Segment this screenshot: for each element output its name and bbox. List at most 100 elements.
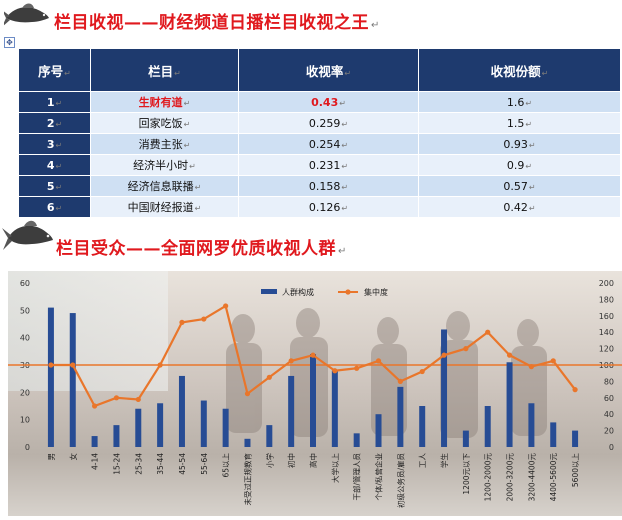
category-label: 65以上 — [222, 453, 231, 478]
category-label: 工人 — [418, 453, 427, 468]
left-axis-tick-label: 60 — [20, 279, 30, 288]
bar — [484, 406, 491, 447]
row-rating: 0.259↵ — [238, 112, 419, 134]
header-share: 收视份额↵ — [418, 48, 621, 92]
line-point — [244, 391, 251, 397]
row-share: 0.93↵ — [418, 133, 621, 155]
row-rating: 0.158↵ — [238, 175, 419, 197]
bar — [353, 433, 360, 447]
category-label: 小学 — [264, 453, 274, 468]
bar — [528, 403, 535, 447]
right-axis-tick-label: 140 — [599, 328, 614, 337]
row-share: 0.42↵ — [418, 196, 621, 218]
category-label: 15-24 — [112, 453, 121, 475]
bar — [375, 414, 382, 447]
bar — [113, 425, 120, 447]
bar — [266, 425, 273, 447]
bar — [157, 403, 164, 447]
category-label: 初中 — [286, 453, 296, 468]
right-axis-tick-label: 160 — [599, 312, 614, 321]
category-label: 5600以上 — [571, 453, 580, 488]
header-program: 栏目↵ — [90, 48, 239, 92]
row-program: 中国财经报道↵ — [90, 196, 239, 218]
category-label: 4400-5600元 — [549, 453, 558, 502]
koi-fish-icon — [2, 220, 53, 250]
row-share: 0.9↵ — [418, 154, 621, 176]
table-row: 3↵ 消费主张↵ 0.254↵ 0.93↵ — [18, 133, 621, 155]
category-label: 个体/私营企业 — [374, 453, 384, 501]
bar — [47, 307, 54, 447]
line-point — [572, 387, 578, 393]
bar — [69, 313, 76, 447]
line-point — [463, 346, 469, 352]
category-label: 45-54 — [178, 453, 187, 475]
category-label: 2000-3200元 — [506, 453, 515, 502]
left-axis-tick-label: 0 — [25, 443, 30, 452]
bar — [178, 375, 185, 447]
line-point — [288, 358, 294, 364]
bar — [441, 329, 448, 447]
table-row: 1↵ 生财有道↵ 0.43↵ 1.6↵ — [18, 91, 621, 113]
row-rating: 0.126↵ — [238, 196, 419, 218]
line-point — [441, 352, 447, 358]
category-label: 4-14 — [91, 453, 100, 470]
category-label: 55-64 — [200, 453, 209, 475]
row-rating: 0.231↵ — [238, 154, 419, 176]
category-label: 大学以上 — [330, 453, 340, 483]
row-index: 2↵ — [18, 112, 91, 134]
category-label: 初级公务员/雇员 — [395, 453, 405, 509]
category-label: 高中 — [308, 453, 318, 468]
audience-chart-svg: 0102030405060020406080100120140160180200… — [8, 271, 622, 516]
table-header-row: 序号↵ 栏目↵ 收视率↵ 收视份额↵ — [18, 48, 621, 92]
line-point — [223, 303, 229, 309]
header-rating: 收视率↵ — [238, 48, 419, 92]
header-index: 序号↵ — [18, 48, 91, 92]
row-program: 消费主张↵ — [90, 133, 239, 155]
bar — [419, 406, 426, 447]
category-label: 35-44 — [156, 453, 165, 475]
row-program: 经济半小时↵ — [90, 154, 239, 176]
legend-line-marker — [345, 289, 351, 295]
audience-chart: 0102030405060020406080100120140160180200… — [8, 271, 622, 516]
category-label: 干部/管理人员 — [352, 453, 362, 501]
row-index: 4↵ — [18, 154, 91, 176]
row-program: 生财有道↵ — [90, 91, 239, 113]
right-axis-tick-label: 120 — [599, 345, 614, 354]
bar — [397, 386, 404, 447]
row-program: 经济信息联播↵ — [90, 175, 239, 197]
line-point — [70, 362, 76, 368]
right-axis-tick-label: 180 — [599, 295, 614, 304]
row-index: 6↵ — [18, 196, 91, 218]
line-point — [157, 362, 163, 368]
chart-plot: 0102030405060020406080100120140160180200… — [8, 279, 622, 508]
line-point — [48, 362, 54, 368]
line-point — [113, 395, 120, 401]
line-point — [201, 316, 207, 322]
line-point — [92, 403, 98, 409]
right-axis-tick-label: 200 — [599, 279, 614, 288]
line-point — [266, 374, 272, 380]
line-point — [179, 319, 185, 325]
category-label: 3200-4400元 — [527, 453, 536, 502]
table-row: 5↵ 经济信息联播↵ 0.158↵ 0.57↵ — [18, 175, 621, 197]
legend-bar-swatch — [261, 289, 277, 294]
line-point — [310, 352, 316, 358]
row-index: 3↵ — [18, 133, 91, 155]
bar — [506, 362, 513, 447]
legend-line-label: 集中度 — [364, 287, 388, 297]
table-move-handle-icon[interactable]: ✥ — [4, 37, 15, 48]
row-index: 1↵ — [18, 91, 91, 113]
table-row: 4↵ 经济半小时↵ 0.231↵ 0.9↵ — [18, 154, 621, 176]
bar — [310, 354, 316, 447]
bar — [222, 408, 229, 447]
category-label: 1200元以下 — [462, 453, 471, 495]
left-axis-tick-label: 50 — [20, 306, 30, 315]
table-row: 6↵ 中国财经报道↵ 0.126↵ 0.42↵ — [18, 196, 621, 218]
bar — [572, 430, 579, 447]
right-axis-tick-label: 80 — [604, 377, 614, 386]
line-point — [397, 378, 403, 384]
ratings-table: 序号↵ 栏目↵ 收视率↵ 收视份额↵ 1↵ 生财有道↵ 0.43↵ 1.6↵ 2… — [18, 48, 621, 218]
category-label: 男 — [47, 453, 56, 461]
bar — [200, 400, 207, 447]
line-point — [506, 352, 513, 358]
